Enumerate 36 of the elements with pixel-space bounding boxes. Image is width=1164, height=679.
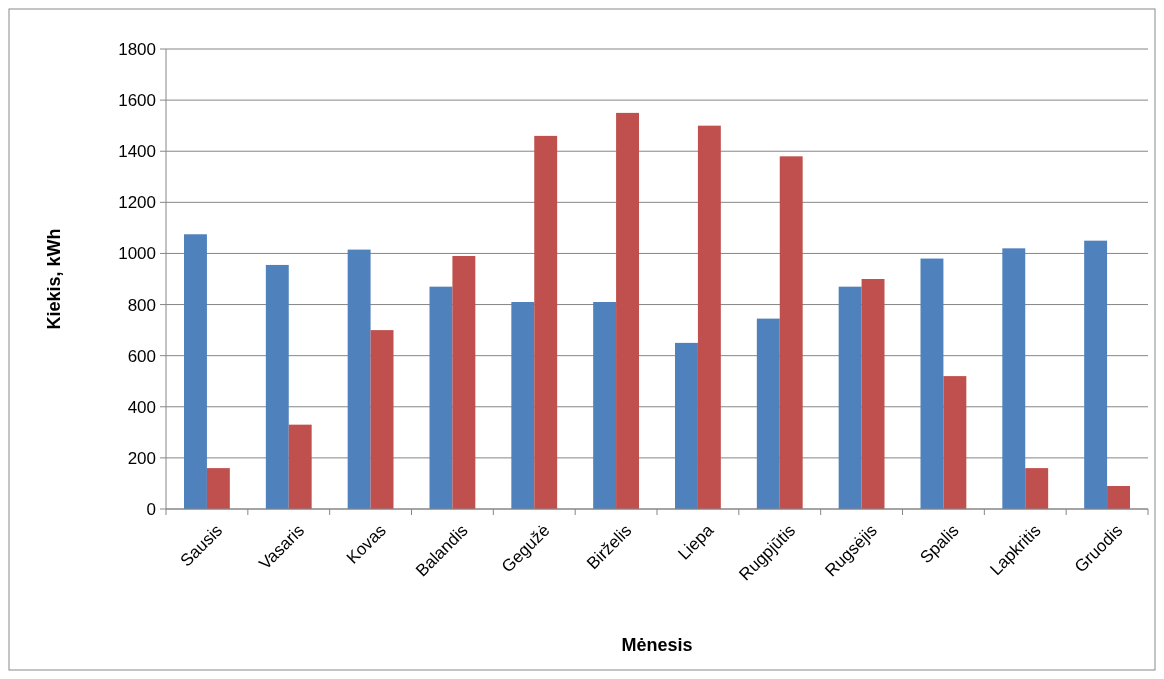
x-axis-title: Mėnesis — [621, 635, 693, 655]
bar — [697, 125, 721, 509]
bar — [534, 135, 558, 509]
bar — [1025, 468, 1049, 509]
bar — [616, 112, 639, 509]
bar — [861, 279, 885, 509]
bar — [838, 286, 862, 509]
y-tick-label: 200 — [127, 448, 156, 468]
bar — [370, 330, 394, 509]
bar — [779, 156, 803, 509]
bar — [593, 302, 617, 509]
bar — [429, 286, 453, 509]
bar — [452, 256, 476, 509]
bar — [943, 376, 967, 509]
y-tick-label: 1600 — [118, 91, 156, 111]
bar — [184, 234, 207, 509]
y-tick-label: 1400 — [118, 142, 156, 162]
y-tick-label: 400 — [127, 397, 156, 417]
bar — [1002, 248, 1026, 509]
bar — [1084, 240, 1108, 509]
bar — [756, 318, 780, 509]
y-axis-title: Kiekis, kWh — [44, 228, 64, 330]
y-tick-label: 0 — [146, 499, 156, 519]
y-tick-label: 800 — [127, 295, 156, 315]
bar — [288, 424, 312, 509]
y-tick-label: 600 — [127, 346, 156, 366]
bar — [347, 249, 371, 509]
bar — [265, 264, 289, 509]
bar — [920, 258, 944, 509]
bar — [1107, 486, 1130, 509]
bar — [675, 342, 698, 509]
y-tick-label: 1800 — [118, 39, 156, 59]
bar — [511, 302, 535, 509]
bar — [206, 468, 230, 509]
y-tick-label: 1200 — [118, 193, 156, 213]
y-tick-label: 1000 — [118, 244, 156, 264]
